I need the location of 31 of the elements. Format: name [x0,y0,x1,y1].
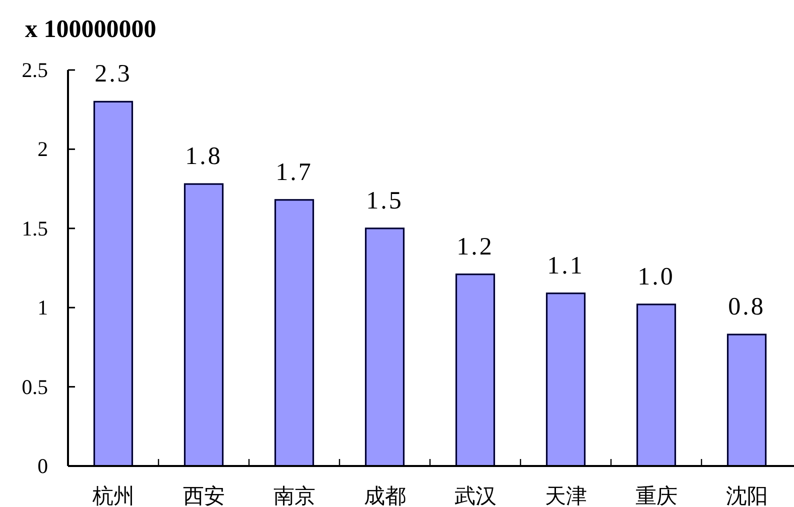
data-label: 2.3 [94,60,132,88]
x-tick-label: 杭州 [91,484,134,507]
data-label: 1.5 [366,187,404,214]
bar [546,292,586,467]
data-label: 0.8 [728,294,766,321]
bar [636,304,676,467]
bar [455,274,496,467]
bar [184,183,224,467]
y-tick-label: 2.5 [22,58,48,82]
x-tick-label: 天津 [544,484,587,507]
x-tick-label: 南京 [273,484,316,507]
y-tick-label: 0 [38,454,48,478]
x-tick-label: 重庆 [635,484,678,507]
x-tick-label: 西安 [182,484,225,507]
y-tick-label: 2 [38,137,48,162]
bar [364,228,405,467]
data-label: 1.1 [547,252,584,280]
x-tick-label: 成都 [364,484,406,507]
x-tick-label: 沈阳 [726,484,768,507]
data-label: 1.2 [456,233,494,260]
bar [726,334,767,467]
y-axis-title: x 100000000 [25,16,156,43]
data-label: 1.8 [185,143,222,170]
bar [93,100,134,467]
y-tick-label: 1 [38,296,48,320]
bar [274,199,314,467]
y-tick-label: 0.5 [22,374,48,399]
data-label: 1.7 [276,158,313,186]
y-tick-label: 1.5 [22,216,48,240]
x-tick-label: 武汉 [454,484,496,507]
data-label: 1.0 [638,263,675,290]
